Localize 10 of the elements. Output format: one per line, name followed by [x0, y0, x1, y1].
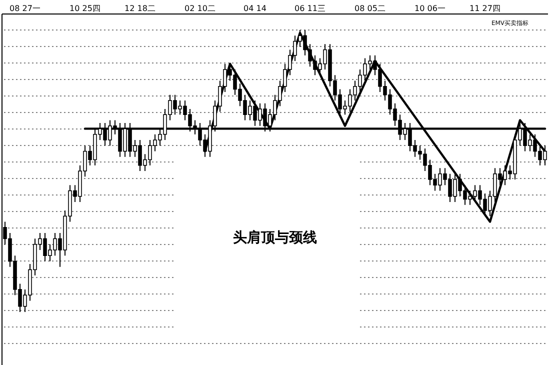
x-tick-label: 08 05二 — [354, 4, 386, 13]
x-tick-label: 02 10二 — [184, 4, 216, 13]
x-tick-label: 04 14 — [244, 4, 266, 13]
x-tick-label: 10 06一 — [414, 4, 446, 13]
annotation: 头肩顶与颈线 — [233, 229, 317, 246]
x-tick-label: 08 27一 — [10, 4, 40, 13]
x-tick-label: 06 11三 — [294, 4, 326, 13]
x-tick-label: 12 18二 — [124, 4, 156, 13]
x-tick-label: 10 25四 — [70, 4, 100, 13]
x-tick-label: 11 27四 — [470, 4, 500, 13]
